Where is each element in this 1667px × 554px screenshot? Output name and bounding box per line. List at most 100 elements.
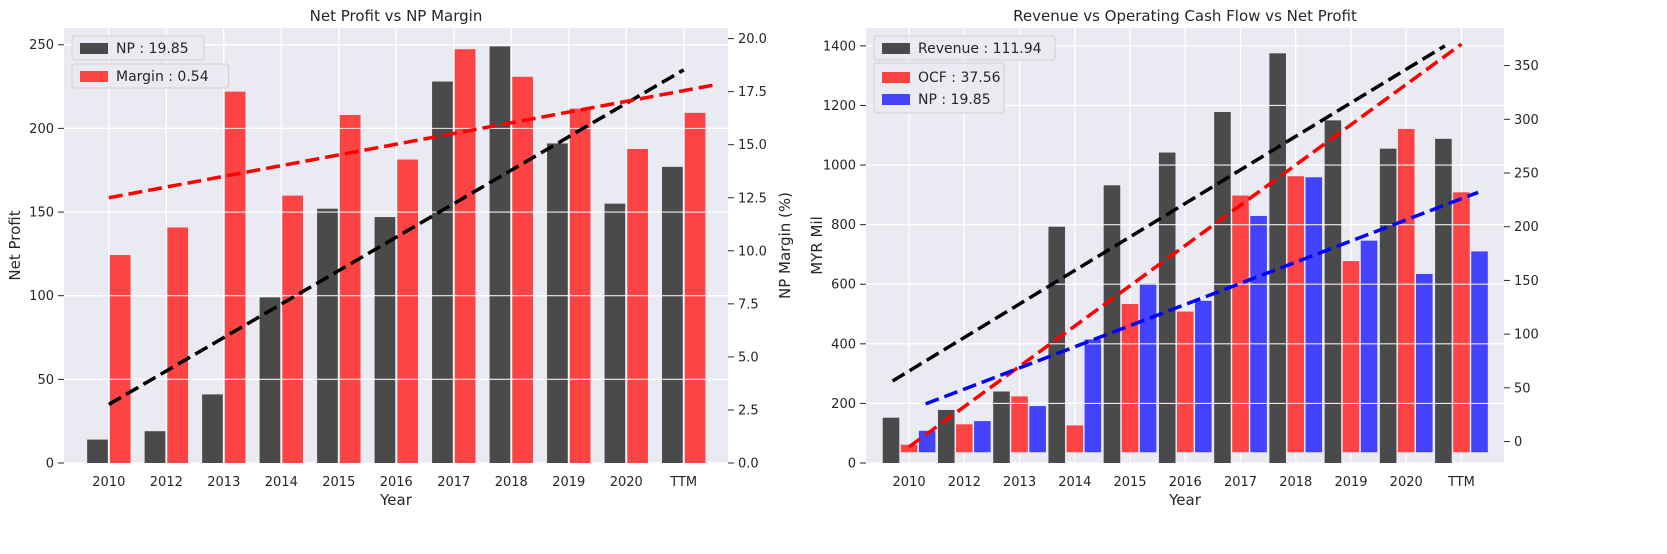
x-tick-label: 2014 [1058, 475, 1091, 490]
bar-red-2020 [627, 148, 648, 463]
y-right-tick-label: 350 [1514, 59, 1539, 74]
x-tick-label: TTM [669, 475, 697, 490]
y-axis-label: MYR Mil [808, 216, 826, 275]
legend-swatch [80, 43, 108, 54]
y-right-tick-label: 5.0 [738, 350, 759, 365]
bar-red-2014 [282, 195, 304, 463]
chart-title: Net Profit vs NP Margin [310, 7, 483, 25]
bar-red-2016 [397, 159, 418, 463]
tick-labels: 0 50 100 150 200 250 0.0 2.5 5.0 7.5 10.0 12.5 15.0 1… [29, 32, 767, 490]
bar-black-2013 [993, 391, 1010, 463]
x-tick-label: 2018 [1279, 475, 1312, 490]
bar-red-2015 [1121, 304, 1139, 453]
bar-black-2010 [87, 439, 108, 463]
bar-blue-2017 [1250, 215, 1267, 453]
tick-labels: 0 200 400 600 800 1000 1200 1400 0 50 100 150 200 250… [823, 39, 1539, 490]
legend-label: NP : 19.85 [918, 92, 991, 108]
x-tick-label: 2013 [1003, 475, 1036, 490]
bar-red-2012 [167, 227, 189, 463]
legend-label: Revenue : 111.94 [918, 41, 1042, 57]
y-right-tick-label: 0.0 [738, 457, 759, 472]
bar-red-2013 [1011, 396, 1028, 453]
bar-red-2013 [224, 91, 246, 463]
bar-red-TTM [684, 112, 706, 463]
y-tick-label: 200 [831, 397, 856, 412]
y-right-tick-label: 0 [1514, 435, 1522, 450]
y-tick-label: 1000 [823, 159, 856, 174]
x-tick-label: 2017 [437, 475, 470, 490]
legend-swatch [882, 94, 910, 105]
y-tick-label: 250 [29, 38, 54, 53]
bar-black-2018 [1269, 53, 1286, 463]
y-right-tick-label: 15.0 [738, 138, 767, 153]
bar-black-2019 [547, 143, 568, 463]
y-right-tick-label: 50 [1514, 381, 1531, 396]
bar-black-TTM [662, 166, 683, 463]
y-right-tick-label: 17.5 [738, 85, 767, 100]
bar-black-2020 [604, 203, 626, 463]
bar-black-2013 [202, 394, 223, 463]
y-axis-label-right: NP Margin (%) [776, 192, 794, 299]
bar-blue-2018 [1305, 177, 1323, 453]
x-tick-label: 2015 [1113, 475, 1146, 490]
x-tick-label: 2017 [1224, 475, 1257, 490]
trendline-trend_blue [925, 190, 1479, 406]
bar-blue-2016 [1195, 300, 1212, 453]
x-tick-label: 2010 [893, 475, 926, 490]
x-tick-label: 2014 [265, 475, 298, 490]
y-axis-label: Net Profit [6, 210, 24, 280]
bar-red-TTM [1453, 192, 1470, 453]
x-tick-label: 2018 [495, 475, 528, 490]
bar-red-2010 [109, 255, 131, 463]
bar-blue-2010 [918, 430, 936, 453]
bar-black-2020 [1379, 148, 1397, 464]
bar-black-2015 [317, 208, 338, 463]
y-tick-label: 0 [46, 457, 54, 472]
bar-blue-2019 [1360, 240, 1378, 453]
y-tick-label: 0 [848, 457, 856, 472]
x-axis-label: Year [1168, 491, 1202, 509]
trendlines [107, 68, 713, 406]
chart-revenue-ocf-np: 0 200 400 600 800 1000 1200 1400 0 50 100 150 200 250… [808, 7, 1539, 509]
legend-box [873, 35, 1056, 61]
x-tick-label: 2020 [610, 475, 643, 490]
bar-red-2020 [1397, 128, 1415, 453]
bar-blue-2020 [1416, 273, 1433, 453]
bar-red-2014 [1066, 425, 1084, 453]
y-tick-label: 100 [29, 289, 54, 304]
bar-black-2017 [1214, 112, 1231, 464]
y-tick-label: 800 [831, 218, 856, 233]
bar-red-2015 [339, 115, 361, 463]
bar-black-2017 [432, 81, 453, 464]
bar-red-2017 [1232, 195, 1249, 453]
legend-label: NP : 19.85 [116, 41, 189, 57]
bars [866, 45, 1504, 464]
bar-black-2010 [882, 417, 900, 463]
bar-blue-2015 [1139, 283, 1157, 453]
y-tick-label: 1200 [823, 99, 856, 114]
x-tick-label: 2012 [150, 475, 183, 490]
bar-red-2019 [569, 108, 591, 463]
bar-blue-TTM [1471, 251, 1488, 453]
bar-black-TTM [1435, 138, 1452, 463]
legend-label: OCF : 37.56 [918, 70, 1001, 86]
bar-black-2015 [1103, 185, 1121, 463]
x-tick-label: 2016 [380, 475, 413, 490]
x-tick-label: 2020 [1390, 475, 1423, 490]
bar-black-2014 [1048, 226, 1066, 463]
bar-blue-2012 [974, 421, 991, 453]
chart-title: Revenue vs Operating Cash Flow vs Net Pr… [1013, 7, 1357, 25]
bar-black-2014 [259, 297, 281, 463]
legend-swatch [80, 71, 108, 82]
bar-blue-2013 [1029, 406, 1046, 453]
bar-red-2012 [956, 424, 973, 453]
legend-swatch [882, 72, 910, 83]
bar-black-2016 [1158, 152, 1176, 464]
x-tick-label: 2016 [1169, 475, 1202, 490]
x-tick-label: TTM [1447, 475, 1475, 490]
bar-black-2016 [374, 217, 396, 463]
x-tick-label: 2019 [552, 475, 585, 490]
y-right-tick-label: 10.0 [738, 244, 767, 259]
